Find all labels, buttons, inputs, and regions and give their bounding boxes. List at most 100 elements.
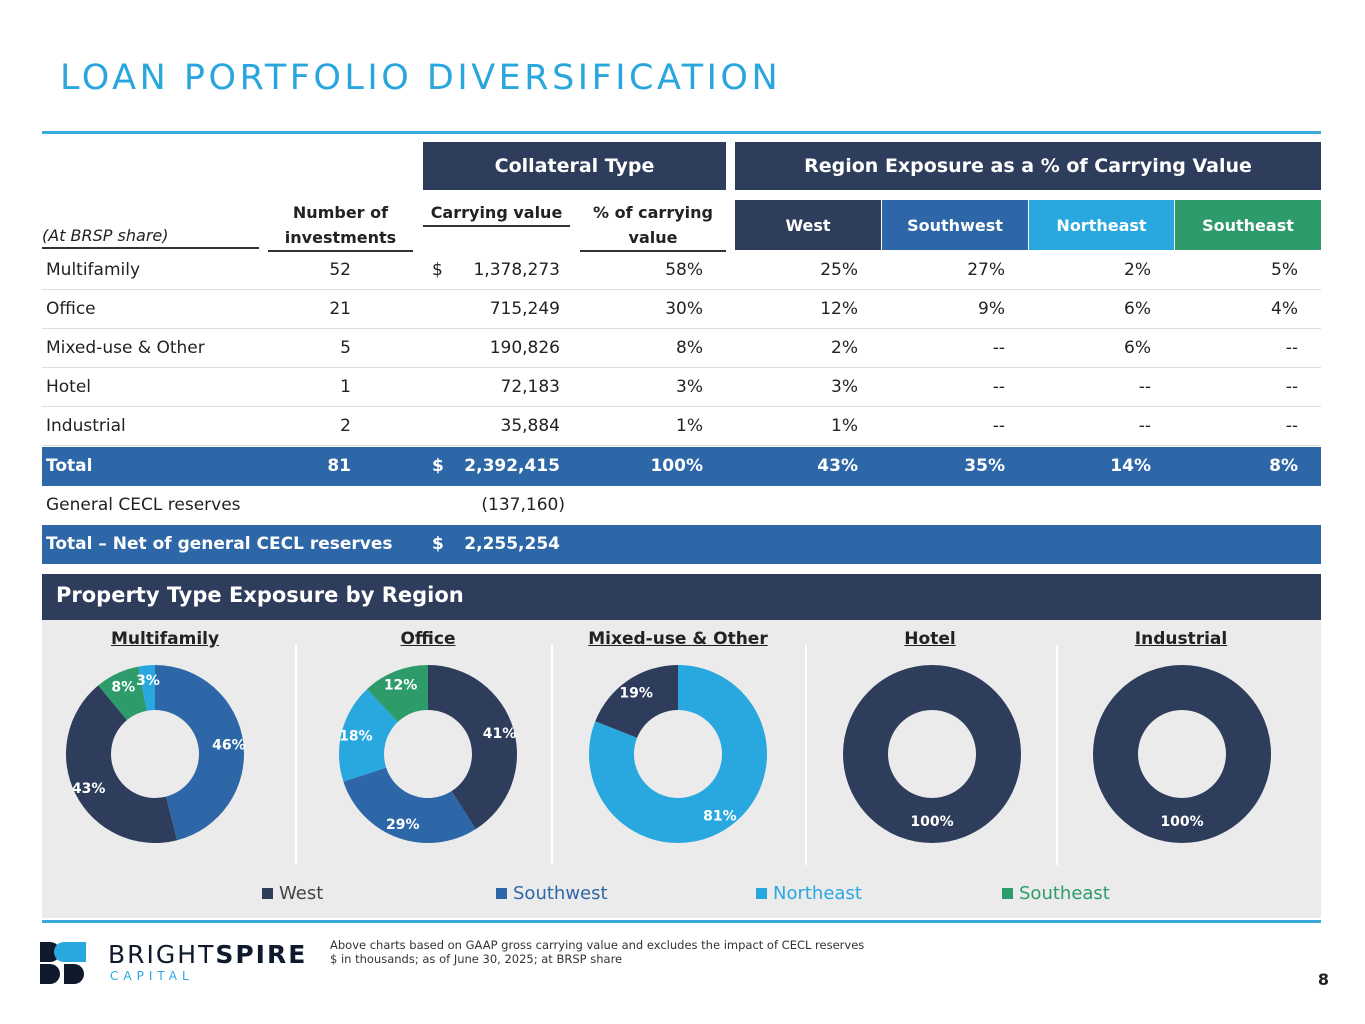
region-header-northeast: Northeast (1029, 200, 1174, 250)
footnote-1: Above charts based on GAAP gross carryin… (330, 938, 865, 952)
donut-slice-west (595, 665, 678, 738)
pct-carrying: 1% (676, 416, 703, 436)
legend-southeast: Southeast (1002, 883, 1110, 904)
west-pct: 3% (831, 377, 858, 397)
southeast-pct: -- (1285, 416, 1298, 436)
west-pct: 43% (817, 456, 858, 476)
carrying-value-header: Carrying value (423, 200, 570, 227)
southeast-pct: 8% (1269, 456, 1298, 476)
donut-label: 43% (72, 781, 106, 797)
northeast-pct: 6% (1124, 299, 1151, 319)
row-label: Industrial (46, 416, 126, 436)
chart-separator (805, 645, 807, 865)
donut-slice-southeast (367, 665, 428, 722)
carrying-value: 72,183 (500, 377, 560, 397)
donut-label: 100% (910, 814, 953, 830)
chart-separator (295, 645, 297, 865)
legend-label: Northeast (773, 883, 862, 904)
row-label: Total – Net of general CECL reserves (46, 534, 393, 554)
region-header-southwest: Southwest (882, 200, 1028, 250)
num-investments: 5 (340, 338, 351, 358)
logo-text: BRIGHT (108, 940, 216, 969)
num-investments: 21 (329, 299, 351, 319)
page-number: 8 (1317, 970, 1329, 989)
donut-slice-west (1093, 665, 1271, 843)
carrying-value: 35,884 (500, 416, 560, 436)
southeast-pct: -- (1285, 338, 1298, 358)
donut-label: 100% (1160, 814, 1203, 830)
page-title: LOAN PORTFOLIO DIVERSIFICATION (60, 58, 782, 98)
donut-label: 81% (703, 809, 737, 825)
donut-label: 3% (136, 673, 160, 689)
table-row: Office 21 715,249 30% 12% 9% 6% 4% (42, 290, 1321, 329)
bottom-divider (42, 920, 1321, 923)
southwest-pct: -- (992, 416, 1005, 436)
total-row: Total 81 $2,392,415 100% 43% 35% 14% 8% (42, 447, 1321, 486)
northeast-pct: -- (1138, 377, 1151, 397)
donut-label: 18% (339, 728, 373, 744)
southwest-pct: 27% (967, 260, 1005, 280)
southeast-pct: -- (1285, 377, 1298, 397)
num-investments: 2 (340, 416, 351, 436)
west-pct: 2% (831, 338, 858, 358)
legend-label: West (279, 883, 324, 904)
donut-label: 12% (384, 678, 418, 694)
table-row: Hotel 1 72,183 3% 3% -- -- -- (42, 368, 1321, 407)
chart-title-multifamily: Multifamily (110, 629, 220, 649)
donut-slice-southwest (155, 665, 245, 841)
chart-separator (1056, 645, 1058, 865)
southwest-pct: 9% (978, 299, 1005, 319)
cecl-row: General CECL reserves (137,160) (42, 486, 1321, 525)
legend-swatch (1002, 888, 1013, 899)
logo-mark-icon (40, 942, 86, 984)
chart-title-mixed-use: Mixed-use & Other (588, 629, 768, 649)
donut-slice-northeast (339, 689, 398, 782)
legend-swatch (756, 888, 767, 899)
cecl-value: (137,160) (481, 495, 565, 515)
chart-separator (551, 645, 553, 865)
donut-label: 46% (212, 738, 246, 754)
northeast-pct: -- (1138, 416, 1151, 436)
num-investments: 81 (327, 456, 351, 476)
row-label: General CECL reserves (46, 495, 241, 515)
legend-southwest: Southwest (496, 883, 608, 904)
carrying-value: 2,392,415 (464, 456, 560, 476)
logo-subtext: CAPITAL (110, 969, 194, 983)
pct-carrying: 58% (665, 260, 703, 280)
carrying-value: 190,826 (489, 338, 560, 358)
brightspire-logo: BRIGHTSPIRE CAPITAL (40, 940, 305, 988)
row-label: Total (46, 456, 93, 476)
region-exposure-header: Region Exposure as a % of Carrying Value (735, 142, 1321, 190)
carrying-value: 715,249 (489, 299, 560, 319)
table-row: Industrial 2 35,884 1% 1% -- -- -- (42, 407, 1321, 446)
northeast-pct: 2% (1124, 260, 1151, 280)
net-value: 2,255,254 (464, 534, 560, 554)
legend-swatch (262, 888, 273, 899)
net-total-row: Total – Net of general CECL reserves $ 2… (42, 525, 1321, 564)
dollar-sign: $ (432, 456, 444, 476)
footnote-2: $ in thousands; as of June 30, 2025; at … (330, 952, 623, 966)
dollar-sign: $ (432, 534, 444, 554)
num-investments: 1 (340, 377, 351, 397)
legend-west: West (262, 883, 323, 904)
section-title: Property Type Exposure by Region (42, 574, 1321, 620)
west-pct: 12% (820, 299, 858, 319)
chart-title-hotel: Hotel (904, 629, 956, 649)
row-label: Office (46, 299, 96, 319)
num-investments-header: Number of investments (268, 200, 413, 252)
region-header-southeast: Southeast (1175, 200, 1321, 250)
southwest-pct: -- (992, 338, 1005, 358)
dollar-sign: $ (432, 260, 443, 280)
donut-label: 29% (386, 817, 420, 833)
southwest-pct: 35% (964, 456, 1005, 476)
pct-carrying: 100% (650, 456, 703, 476)
donut-label: 19% (619, 685, 653, 701)
row-label: Hotel (46, 377, 92, 397)
chart-title-industrial: Industrial (1134, 629, 1228, 649)
donut-label: 41% (483, 726, 517, 742)
legend-label: Southeast (1019, 883, 1110, 904)
pct-carrying-header: % of carrying value (580, 200, 726, 252)
collateral-type-header: Collateral Type (423, 142, 726, 190)
chart-title-office: Office (400, 629, 456, 649)
legend-northeast: Northeast (756, 883, 862, 904)
